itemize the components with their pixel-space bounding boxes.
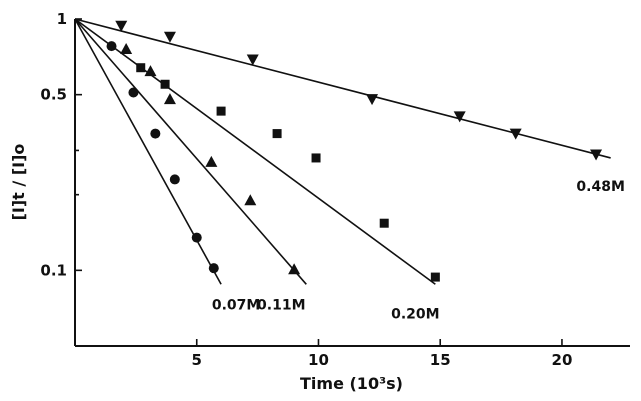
fit-line-0	[74, 18, 222, 285]
x-tick-label: 20	[552, 351, 573, 369]
data-point	[191, 232, 202, 243]
data-point	[120, 42, 133, 54]
data-point	[136, 63, 146, 73]
series-label: 0.20M	[391, 306, 439, 322]
y-tick-label: 0.1	[40, 261, 67, 279]
fit-line-2	[74, 18, 436, 285]
fit-lines	[74, 18, 611, 285]
x-tick-label: 10	[308, 351, 329, 369]
series-label: 0.48M	[576, 179, 624, 195]
data-point	[163, 31, 176, 43]
data-point	[430, 272, 440, 282]
data-point	[311, 153, 321, 163]
data-point	[169, 174, 180, 185]
y-axis-label: [I]t / [I]o	[9, 144, 28, 221]
x-tick-label: 5	[192, 351, 202, 369]
y-tick-label: 0.5	[40, 86, 67, 104]
data-point	[590, 149, 603, 161]
data-point	[288, 263, 301, 275]
data-point	[453, 111, 466, 123]
data-point	[160, 79, 170, 89]
data-point	[205, 155, 218, 167]
data-point	[106, 41, 117, 52]
data-point	[128, 87, 139, 98]
axes	[74, 19, 630, 347]
series-label: 0.11M	[257, 297, 305, 313]
data-point	[150, 128, 161, 139]
data-point	[115, 20, 128, 32]
fit-line-1	[74, 18, 307, 285]
data-point	[144, 65, 157, 77]
data-point	[366, 94, 379, 106]
y-tick-label: 1	[57, 10, 67, 28]
data-point	[216, 106, 226, 116]
data-point	[208, 263, 219, 274]
data-point	[163, 93, 176, 105]
series-label: 0.07M	[212, 297, 260, 313]
data-point	[509, 128, 522, 140]
x-tick-label: 15	[430, 351, 451, 369]
data-point	[244, 194, 257, 206]
x-axis-label: Time (10³s)	[300, 374, 403, 393]
data-point	[272, 129, 282, 139]
data-point	[379, 218, 389, 228]
data-point	[246, 54, 259, 66]
markers	[106, 20, 603, 282]
fit-line-3	[74, 18, 611, 159]
ticks: 5 10 15 20 1 0.5 0.1	[40, 10, 572, 369]
